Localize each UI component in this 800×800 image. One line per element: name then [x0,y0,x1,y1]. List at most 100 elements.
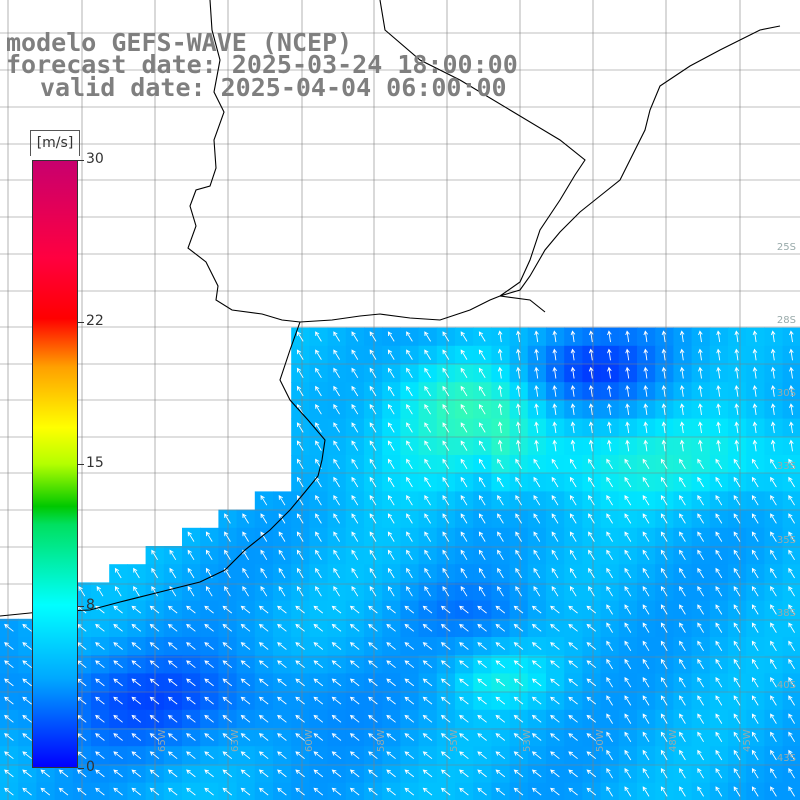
wind-cell [400,782,420,800]
wind-arrow [295,605,305,614]
wind-arrow [224,586,231,597]
wind-cell [109,782,128,800]
wind-arrow [588,348,594,361]
wind-arrow [460,495,468,506]
wind-arrow [788,731,795,743]
wind-arrow [607,439,612,452]
wind-arrow [313,605,324,614]
wind-arrow [716,366,721,379]
wind-arrow [642,713,650,724]
wind-arrow [788,640,795,652]
wind-arrow [369,422,377,433]
wind-arrow [661,330,667,343]
wind-arrow [733,622,741,633]
wind-arrow [406,476,413,488]
wind-arrow [552,439,558,452]
wind-arrow [624,749,632,761]
wind-arrow [260,567,268,579]
wind-arrow [515,476,522,488]
wind-arrow [624,658,632,670]
wind-arrow [258,714,269,723]
wind-cell [782,709,800,729]
wind-arrow [751,549,759,561]
wind-arrow [386,678,396,687]
wind-arrow [715,604,723,615]
wind-arrow [460,549,468,561]
wind-arrow [770,531,777,542]
wind-arrow [733,513,741,524]
wind-arrow [333,458,340,470]
wind-arrow [770,348,776,361]
wind-arrow [460,567,468,579]
wind-arrow [533,476,541,488]
wind-arrow [406,513,413,524]
wind-arrow [133,567,140,579]
wind-arrow [551,495,559,506]
wind-arrow [660,476,668,488]
wind-arrow [624,713,632,724]
wind-arrow [315,404,322,415]
wind-arrow [679,586,686,597]
wind-arrow [751,695,759,706]
wind-arrow [751,640,759,652]
wind-arrow [788,622,795,633]
wind-cell [600,782,620,800]
wind-arrow [442,458,450,470]
wind-arrow [588,403,594,415]
wind-arrow [387,440,395,451]
wind-arrow [258,642,269,650]
wind-arrow [679,495,686,506]
latitude-label: 33S [777,461,796,472]
wind-arrow [478,586,486,597]
wind-arrow [460,513,468,524]
wind-arrow [295,769,305,778]
wind-arrow [204,642,214,650]
wind-arrow [495,642,506,650]
wind-arrow [477,605,487,614]
wind-arrow [497,384,503,397]
wind-arrow [368,733,378,741]
wind-cell [782,582,800,602]
wind-arrow [625,348,630,361]
wind-arrow [149,733,160,741]
wind-arrow [369,549,377,561]
wind-arrow [149,769,160,778]
wind-arrow [315,476,322,488]
wind-arrow [369,458,377,470]
wind-arrow [697,604,704,615]
wind-arrow [515,458,522,470]
wind-arrow [625,366,630,379]
wind-arrow [258,751,269,760]
wind-arrow [679,330,685,343]
wind-arrow [387,567,395,579]
wind-arrow [459,660,469,669]
wind-arrow [697,586,704,597]
wind-arrow [240,660,251,669]
wind-arrow [588,421,594,434]
wind-arrow [642,531,650,542]
wind-arrow [406,567,413,579]
wind-arrow [406,586,413,597]
wind-arrow [624,731,632,743]
wind-arrow [770,549,777,561]
wind-arrow [625,403,630,415]
colorbar-tick-label: 30 [86,151,104,167]
wind-arrow [495,733,506,741]
wind-arrow [533,567,541,579]
wind-arrow [478,495,486,506]
wind-arrow [459,769,469,778]
wind-arrow [424,513,431,524]
wind-arrow [586,733,597,741]
wind-arrow [552,421,558,434]
wind-arrow [679,695,686,706]
wind-arrow [204,733,214,741]
wind-arrow [440,605,451,614]
wind-cell [782,764,800,784]
wind-arrow [315,513,322,524]
wind-arrow [660,713,668,724]
wind-arrow [406,549,413,561]
wind-arrow [351,495,359,506]
wind-cell [91,782,110,800]
wind-cell [782,564,800,583]
wind-arrow [770,476,777,488]
